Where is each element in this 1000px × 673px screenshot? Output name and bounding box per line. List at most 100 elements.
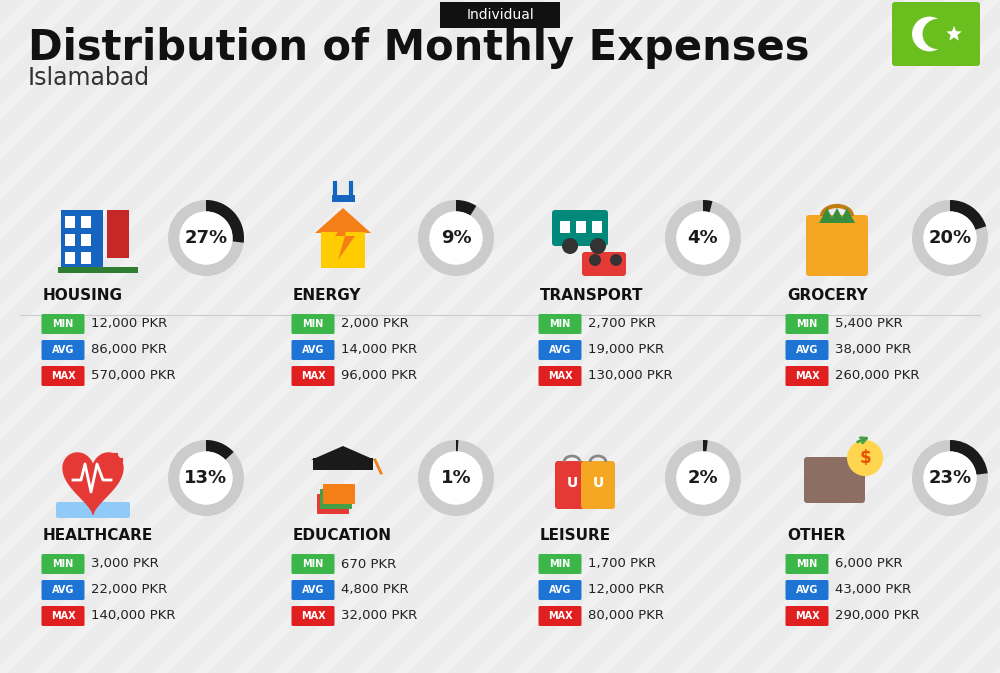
FancyBboxPatch shape bbox=[292, 606, 334, 626]
FancyBboxPatch shape bbox=[555, 461, 589, 509]
Text: 2%: 2% bbox=[688, 469, 718, 487]
Text: $: $ bbox=[859, 449, 871, 467]
Circle shape bbox=[179, 452, 233, 505]
Text: EDUCATION: EDUCATION bbox=[293, 528, 392, 544]
FancyBboxPatch shape bbox=[538, 580, 582, 600]
Text: HOUSING: HOUSING bbox=[43, 289, 123, 304]
Text: MAX: MAX bbox=[795, 611, 819, 621]
Polygon shape bbox=[839, 208, 855, 223]
Circle shape bbox=[429, 211, 483, 264]
Text: 19,000 PKR: 19,000 PKR bbox=[588, 343, 664, 357]
Circle shape bbox=[589, 254, 601, 266]
Text: MIN: MIN bbox=[52, 559, 74, 569]
Text: 670 PKR: 670 PKR bbox=[341, 557, 396, 571]
Text: 130,000 PKR: 130,000 PKR bbox=[588, 369, 673, 382]
Text: ENERGY: ENERGY bbox=[293, 289, 362, 304]
Text: 12,000 PKR: 12,000 PKR bbox=[91, 318, 167, 330]
Text: 43,000 PKR: 43,000 PKR bbox=[835, 583, 911, 596]
Text: 570,000 PKR: 570,000 PKR bbox=[91, 369, 176, 382]
Text: 1,700 PKR: 1,700 PKR bbox=[588, 557, 656, 571]
FancyBboxPatch shape bbox=[58, 267, 138, 273]
Text: Distribution of Monthly Expenses: Distribution of Monthly Expenses bbox=[28, 27, 810, 69]
Text: 3,000 PKR: 3,000 PKR bbox=[91, 557, 159, 571]
Polygon shape bbox=[335, 216, 355, 260]
Text: 14,000 PKR: 14,000 PKR bbox=[341, 343, 417, 357]
Circle shape bbox=[847, 440, 883, 476]
Text: AVG: AVG bbox=[52, 585, 74, 595]
FancyBboxPatch shape bbox=[560, 221, 570, 233]
Text: 23%: 23% bbox=[928, 469, 972, 487]
Circle shape bbox=[923, 452, 977, 505]
Text: 20%: 20% bbox=[928, 229, 972, 247]
FancyBboxPatch shape bbox=[65, 216, 75, 228]
FancyBboxPatch shape bbox=[313, 458, 373, 470]
FancyBboxPatch shape bbox=[786, 366, 828, 386]
Text: AVG: AVG bbox=[549, 345, 571, 355]
FancyBboxPatch shape bbox=[538, 340, 582, 360]
Wedge shape bbox=[913, 15, 948, 52]
Text: Individual: Individual bbox=[466, 8, 534, 22]
Circle shape bbox=[610, 254, 622, 266]
FancyBboxPatch shape bbox=[42, 314, 84, 334]
FancyBboxPatch shape bbox=[786, 340, 828, 360]
Text: 260,000 PKR: 260,000 PKR bbox=[835, 369, 920, 382]
Text: 86,000 PKR: 86,000 PKR bbox=[91, 343, 167, 357]
Wedge shape bbox=[950, 200, 986, 229]
Wedge shape bbox=[665, 440, 741, 516]
FancyBboxPatch shape bbox=[65, 252, 75, 264]
Circle shape bbox=[562, 238, 578, 254]
Wedge shape bbox=[912, 200, 988, 276]
Text: 4,800 PKR: 4,800 PKR bbox=[341, 583, 409, 596]
Text: 80,000 PKR: 80,000 PKR bbox=[588, 610, 664, 623]
Circle shape bbox=[923, 211, 977, 264]
FancyBboxPatch shape bbox=[786, 580, 828, 600]
FancyBboxPatch shape bbox=[538, 366, 582, 386]
Text: AVG: AVG bbox=[796, 345, 818, 355]
Text: 32,000 PKR: 32,000 PKR bbox=[341, 610, 417, 623]
Text: AVG: AVG bbox=[796, 585, 818, 595]
Wedge shape bbox=[418, 200, 494, 276]
Text: MAX: MAX bbox=[51, 611, 75, 621]
Text: 4%: 4% bbox=[688, 229, 718, 247]
FancyBboxPatch shape bbox=[42, 366, 84, 386]
Text: 12,000 PKR: 12,000 PKR bbox=[588, 583, 664, 596]
Wedge shape bbox=[168, 440, 244, 516]
FancyBboxPatch shape bbox=[552, 210, 608, 246]
Text: MIN: MIN bbox=[796, 559, 818, 569]
Text: MIN: MIN bbox=[52, 319, 74, 329]
Text: LEISURE: LEISURE bbox=[540, 528, 611, 544]
Text: MIN: MIN bbox=[549, 559, 571, 569]
FancyBboxPatch shape bbox=[786, 554, 828, 574]
FancyBboxPatch shape bbox=[892, 2, 980, 66]
FancyBboxPatch shape bbox=[538, 314, 582, 334]
FancyBboxPatch shape bbox=[317, 494, 349, 514]
Circle shape bbox=[179, 211, 233, 264]
Text: 140,000 PKR: 140,000 PKR bbox=[91, 610, 176, 623]
FancyBboxPatch shape bbox=[786, 606, 828, 626]
FancyBboxPatch shape bbox=[81, 234, 91, 246]
FancyBboxPatch shape bbox=[292, 340, 334, 360]
FancyBboxPatch shape bbox=[42, 606, 84, 626]
Circle shape bbox=[429, 452, 483, 505]
Text: MIN: MIN bbox=[796, 319, 818, 329]
FancyBboxPatch shape bbox=[581, 461, 615, 509]
Wedge shape bbox=[206, 200, 244, 243]
FancyBboxPatch shape bbox=[292, 580, 334, 600]
Text: MAX: MAX bbox=[548, 371, 572, 381]
Circle shape bbox=[676, 452, 730, 505]
Text: AVG: AVG bbox=[302, 585, 324, 595]
FancyBboxPatch shape bbox=[806, 215, 868, 276]
Text: 96,000 PKR: 96,000 PKR bbox=[341, 369, 417, 382]
FancyBboxPatch shape bbox=[292, 554, 334, 574]
Text: MIN: MIN bbox=[302, 319, 324, 329]
FancyBboxPatch shape bbox=[81, 216, 91, 228]
Wedge shape bbox=[703, 200, 712, 212]
Circle shape bbox=[912, 17, 947, 51]
Polygon shape bbox=[63, 453, 123, 514]
Text: Islamabad: Islamabad bbox=[28, 66, 150, 90]
FancyBboxPatch shape bbox=[538, 554, 582, 574]
Text: 2,700 PKR: 2,700 PKR bbox=[588, 318, 656, 330]
Text: 38,000 PKR: 38,000 PKR bbox=[835, 343, 911, 357]
FancyBboxPatch shape bbox=[56, 502, 130, 518]
Text: 6,000 PKR: 6,000 PKR bbox=[835, 557, 903, 571]
